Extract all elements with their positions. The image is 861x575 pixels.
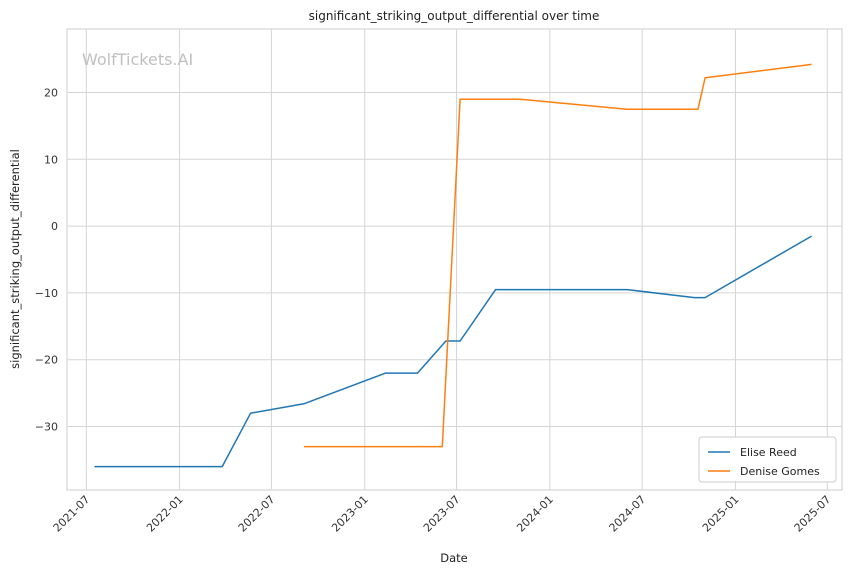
y-tick-label: −30 <box>35 421 58 434</box>
x-axis-title: Date <box>440 551 468 565</box>
legend: Elise Reed Denise Gomes <box>698 436 837 483</box>
x-tick-label: 2021-07 <box>51 493 93 535</box>
series-line-elise-reed <box>94 235 812 468</box>
x-tick-label: 2024-07 <box>607 493 649 535</box>
x-tick-label: 2023-07 <box>421 493 463 535</box>
y-axis-title: significant_striking_output_differential <box>8 149 22 369</box>
y-tick-label: −20 <box>35 354 58 367</box>
y-tick-label: −10 <box>35 287 58 300</box>
x-tick-label: 2024-01 <box>514 493 556 535</box>
series-lines <box>94 63 812 468</box>
x-tick-label: 2025-01 <box>700 493 742 535</box>
x-tick-label: 2023-01 <box>329 493 371 535</box>
x-tick-label: 2025-07 <box>792 493 834 535</box>
series-line-denise-gomes <box>303 63 812 448</box>
legend-label-elise-reed: Elise Reed <box>740 446 797 459</box>
y-tick-label: 10 <box>44 153 58 166</box>
chart-title: significant_striking_output_differential… <box>309 9 600 23</box>
legend-label-denise-gomes: Denise Gomes <box>740 465 820 478</box>
y-tick-label: 0 <box>51 220 58 233</box>
x-tick-label: 2022-07 <box>236 493 278 535</box>
plot-area <box>66 28 843 491</box>
y-tick-label: 20 <box>44 86 58 99</box>
watermark: WolfTickets.AI <box>82 50 193 69</box>
x-tick-label: 2022-01 <box>144 493 186 535</box>
grid-lines <box>67 29 842 490</box>
legend-box <box>698 436 837 483</box>
